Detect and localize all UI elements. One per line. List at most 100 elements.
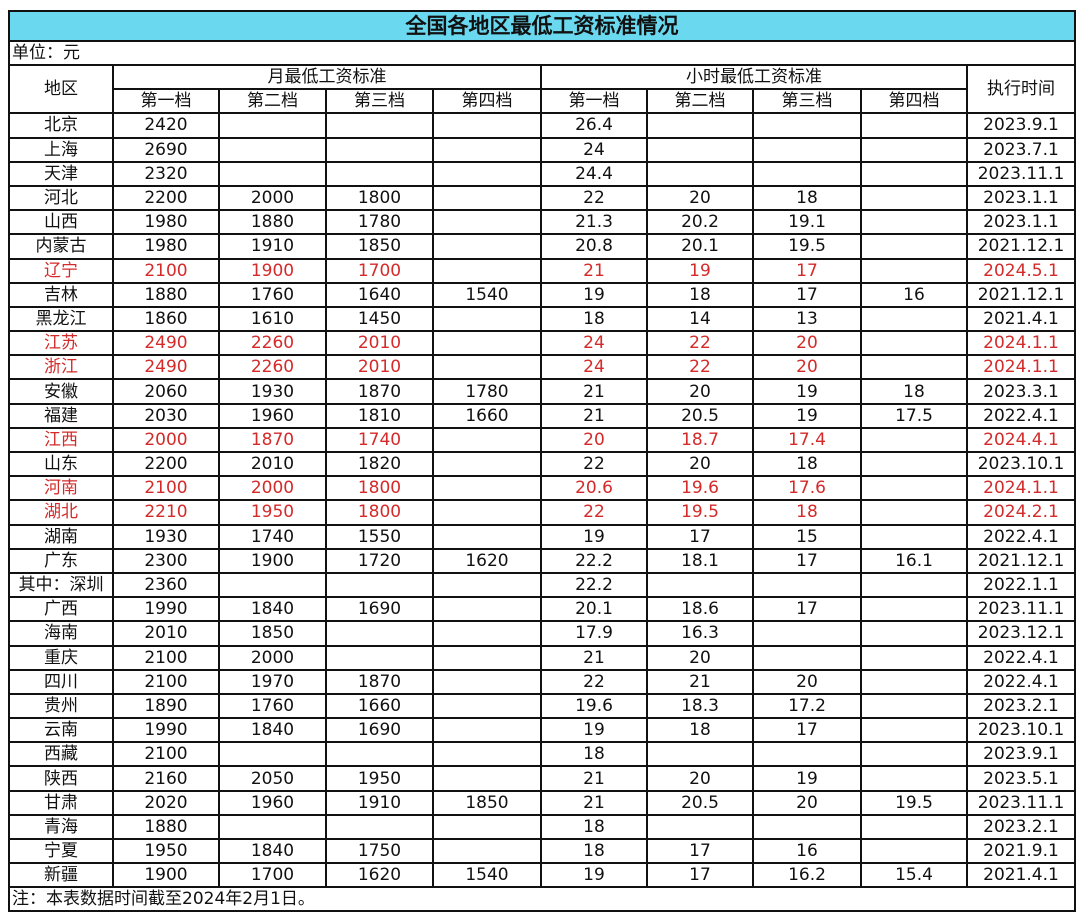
hourly-tier-2-cell: 20.1 <box>646 233 754 260</box>
hourly-tier-2-cell: 17 <box>646 523 754 550</box>
header-monthly-tier-4: 第四档 <box>432 88 542 115</box>
hourly-tier-1-cell: 22 <box>540 499 648 526</box>
monthly-tier-3-cell <box>325 160 434 187</box>
monthly-tier-4-cell <box>432 837 542 865</box>
region-cell: 河北 <box>8 184 114 212</box>
hourly-tier-2-cell: 16.3 <box>646 620 754 647</box>
monthly-tier-1-cell: 1890 <box>112 692 220 720</box>
monthly-tier-1-cell: 2320 <box>112 160 220 187</box>
monthly-tier-1-cell: 2100 <box>112 475 220 502</box>
monthly-tier-4-cell <box>432 305 542 333</box>
region-cell: 黑龙江 <box>8 305 114 333</box>
region-cell: 山东 <box>8 450 114 478</box>
hourly-tier-4-cell <box>860 523 968 550</box>
monthly-tier-2-cell: 2260 <box>218 354 327 381</box>
region-cell: 西藏 <box>8 741 114 768</box>
hourly-tier-1-cell: 19 <box>540 523 648 550</box>
header-monthly: 月最低工资标准 <box>112 63 542 91</box>
region-cell: 内蒙古 <box>8 233 114 260</box>
hourly-tier-3-cell: 13 <box>752 305 862 333</box>
hourly-tier-2-cell: 14 <box>646 305 754 333</box>
date-cell: 2024.2.1 <box>966 499 1076 526</box>
date-cell: 2022.4.1 <box>966 523 1076 550</box>
monthly-tier-4-cell <box>432 813 542 841</box>
monthly-tier-1-cell: 2300 <box>112 547 220 574</box>
hourly-tier-3-cell: 17.6 <box>752 475 862 502</box>
monthly-tier-1-cell: 1980 <box>112 209 220 236</box>
monthly-tier-3-cell <box>325 620 434 647</box>
hourly-tier-2-cell: 20 <box>646 450 754 478</box>
hourly-tier-1-cell: 21 <box>540 378 648 405</box>
hourly-tier-3-cell: 19.1 <box>752 209 862 236</box>
table-row: 宁夏 1950 1840 1750 18 17 16 2021.9.1 <box>8 837 1076 865</box>
monthly-tier-1-cell: 2100 <box>112 644 220 671</box>
table-title: 全国各地区最低工资标准情况 <box>8 10 1076 42</box>
monthly-tier-4-cell <box>432 233 542 260</box>
monthly-tier-2-cell: 1760 <box>218 692 327 720</box>
hourly-tier-3-cell: 17 <box>752 547 862 574</box>
monthly-tier-4-cell <box>432 426 542 454</box>
hourly-tier-2-cell: 17 <box>646 837 754 865</box>
table-row: 上海 2690 24 2023.7.1 <box>8 136 1076 163</box>
hourly-tier-3-cell: 20 <box>752 330 862 357</box>
date-cell: 2023.2.1 <box>966 692 1076 720</box>
hourly-tier-1-cell: 22 <box>540 184 648 212</box>
date-cell: 2023.11.1 <box>966 160 1076 187</box>
date-cell: 2024.1.1 <box>966 330 1076 357</box>
monthly-tier-3-cell: 2010 <box>325 354 434 381</box>
date-cell: 2023.10.1 <box>966 450 1076 478</box>
monthly-tier-1-cell: 2100 <box>112 741 220 768</box>
monthly-tier-2-cell: 2010 <box>218 450 327 478</box>
monthly-tier-4-cell <box>432 741 542 768</box>
table-row: 广西 1990 1840 1690 20.1 18.6 17 2023.11.1 <box>8 596 1076 623</box>
monthly-tier-3-cell <box>325 112 434 139</box>
monthly-tier-3-cell: 1870 <box>325 668 434 695</box>
hourly-tier-4-cell <box>860 571 968 599</box>
table-row: 江苏 2490 2260 2010 24 22 20 2024.1.1 <box>8 330 1076 357</box>
monthly-tier-2-cell <box>218 813 327 841</box>
region-cell: 天津 <box>8 160 114 187</box>
header-monthly-tier-1: 第一档 <box>112 88 220 115</box>
monthly-tier-1-cell: 1980 <box>112 233 220 260</box>
monthly-tier-3-cell: 1450 <box>325 305 434 333</box>
hourly-tier-4-cell <box>860 596 968 623</box>
region-cell: 广西 <box>8 596 114 623</box>
monthly-tier-4-cell <box>432 523 542 550</box>
hourly-tier-3-cell <box>752 741 862 768</box>
date-cell: 2022.4.1 <box>966 402 1076 429</box>
date-cell: 2023.1.1 <box>966 209 1076 236</box>
date-cell: 2023.1.1 <box>966 184 1076 212</box>
hourly-tier-4-cell: 19.5 <box>860 789 968 816</box>
hourly-tier-1-cell: 20.8 <box>540 233 648 260</box>
monthly-tier-2-cell: 1930 <box>218 378 327 405</box>
monthly-tier-4-cell <box>432 136 542 163</box>
table-row: 重庆 2100 2000 21 20 2022.4.1 <box>8 644 1076 671</box>
hourly-tier-4-cell <box>860 330 968 357</box>
hourly-tier-2-cell: 20 <box>646 378 754 405</box>
monthly-tier-1-cell: 2200 <box>112 450 220 478</box>
date-cell: 2021.12.1 <box>966 233 1076 260</box>
monthly-tier-4-cell <box>432 209 542 236</box>
monthly-tier-1-cell: 1950 <box>112 837 220 865</box>
hourly-tier-2-cell <box>646 160 754 187</box>
table-row: 浙江 2490 2260 2010 24 22 20 2024.1.1 <box>8 354 1076 381</box>
hourly-tier-3-cell: 20 <box>752 789 862 816</box>
monthly-tier-2-cell: 1910 <box>218 233 327 260</box>
region-cell: 青海 <box>8 813 114 841</box>
hourly-tier-4-cell: 18 <box>860 378 968 405</box>
monthly-tier-3-cell: 2010 <box>325 330 434 357</box>
monthly-tier-1-cell: 2360 <box>112 571 220 599</box>
hourly-tier-4-cell <box>860 257 968 284</box>
monthly-tier-4-cell <box>432 257 542 284</box>
monthly-tier-3-cell: 1780 <box>325 209 434 236</box>
monthly-tier-4-cell: 1660 <box>432 402 542 429</box>
hourly-tier-1-cell: 19 <box>540 862 648 889</box>
hourly-tier-3-cell: 19 <box>752 402 862 429</box>
date-cell: 2021.4.1 <box>966 862 1076 889</box>
monthly-tier-2-cell: 1840 <box>218 837 327 865</box>
hourly-tier-1-cell: 22.2 <box>540 547 648 574</box>
monthly-tier-3-cell: 1750 <box>325 837 434 865</box>
date-cell: 2023.10.1 <box>966 717 1076 744</box>
monthly-tier-1-cell: 1900 <box>112 862 220 889</box>
monthly-tier-2-cell <box>218 112 327 139</box>
